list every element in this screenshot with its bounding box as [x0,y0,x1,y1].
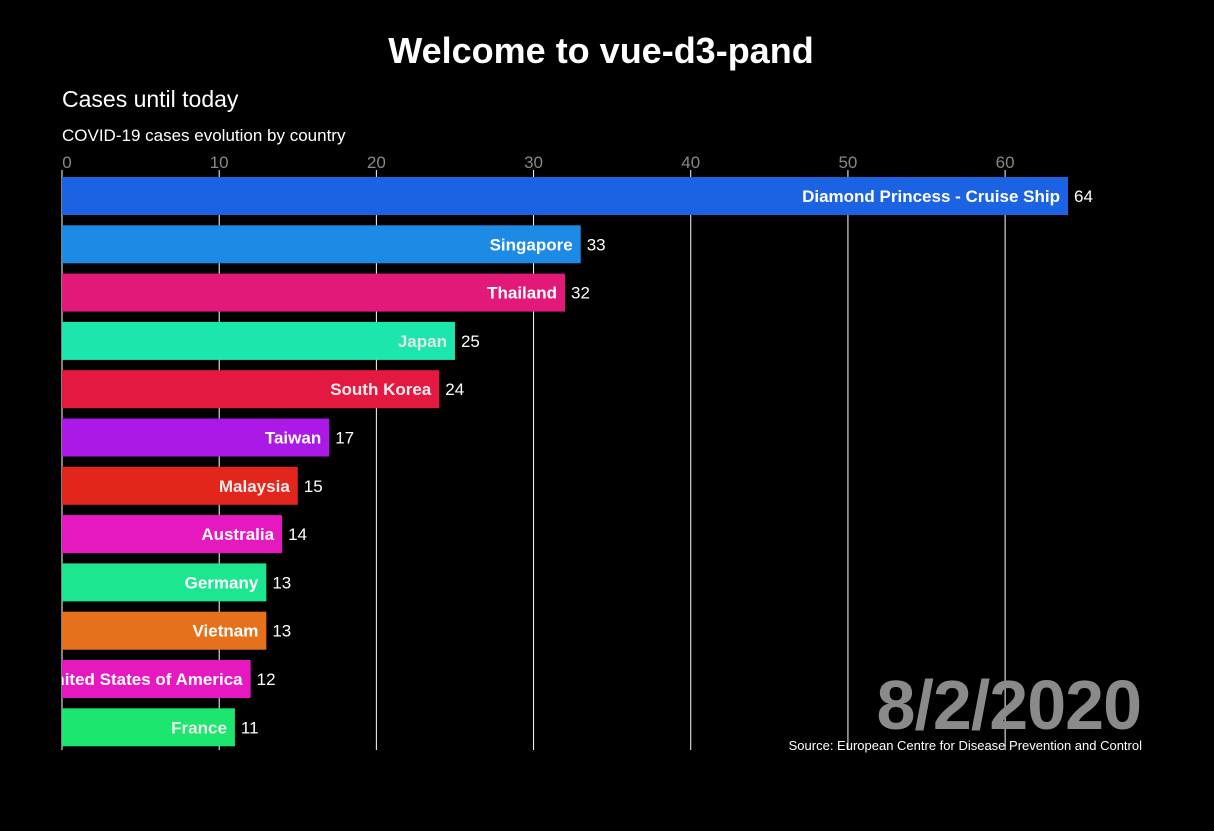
bar-value-label: 11 [241,718,259,737]
x-tick-label: 30 [524,153,543,172]
bar-label: Japan [398,332,447,351]
bar [62,563,267,602]
bar [62,418,330,457]
bar-value-label: 25 [461,332,480,351]
bar-value-label: 15 [304,477,323,496]
bar [62,708,235,747]
x-tick-label: 0 [62,153,71,172]
chart-title: Cases until today [62,86,239,112]
bar-value-label: 17 [335,429,354,448]
source-label: Source: European Centre for Disease Prev… [788,738,1142,753]
bar-value-label: 13 [272,573,291,592]
bar [62,273,565,312]
x-tick-label: 10 [210,153,229,172]
x-tick-label: 50 [838,153,857,172]
bar-value-label: 14 [288,525,307,544]
x-tick-label: 60 [996,153,1015,172]
bar [62,611,267,650]
bar-label: Germany [185,573,259,592]
bar-label: France [171,718,227,737]
bar-label: United States of America [42,670,243,689]
chart-subtitle: COVID-19 cases evolution by country [62,126,346,145]
bar-value-label: 12 [257,670,276,689]
bar-label: Diamond Princess - Cruise Ship [802,187,1060,206]
bar [62,225,581,264]
bar-label: Malaysia [219,477,290,496]
date-label: 8/2/2020 [876,666,1142,744]
bar [62,370,440,409]
bars-layer: Diamond Princess - Cruise Ship 64 Singapor… [42,177,1093,747]
bar-label: Australia [201,525,274,544]
bar-label: Taiwan [265,429,321,448]
bar-label: Singapore [490,235,573,254]
bar-value-label: 24 [445,380,464,399]
grid-layer: 0 10 20 30 40 50 60 [61,153,1015,750]
bar-label: Thailand [487,284,557,303]
bar-value-label: 32 [571,284,590,303]
bar [62,321,455,360]
bar [62,515,283,554]
bar [62,177,1068,215]
x-tick-label: 40 [681,153,700,172]
x-tick-label: 20 [367,153,386,172]
page-title: Welcome to vue-d3-pand [388,30,814,71]
bar-label: South Korea [330,380,432,399]
bar-label: Vietnam [193,622,259,641]
bar-value-label: 33 [587,235,606,254]
bar-value-label: 13 [272,622,291,641]
bar [62,466,298,505]
bar-value-label: 64 [1074,187,1093,206]
bar [62,660,251,698]
